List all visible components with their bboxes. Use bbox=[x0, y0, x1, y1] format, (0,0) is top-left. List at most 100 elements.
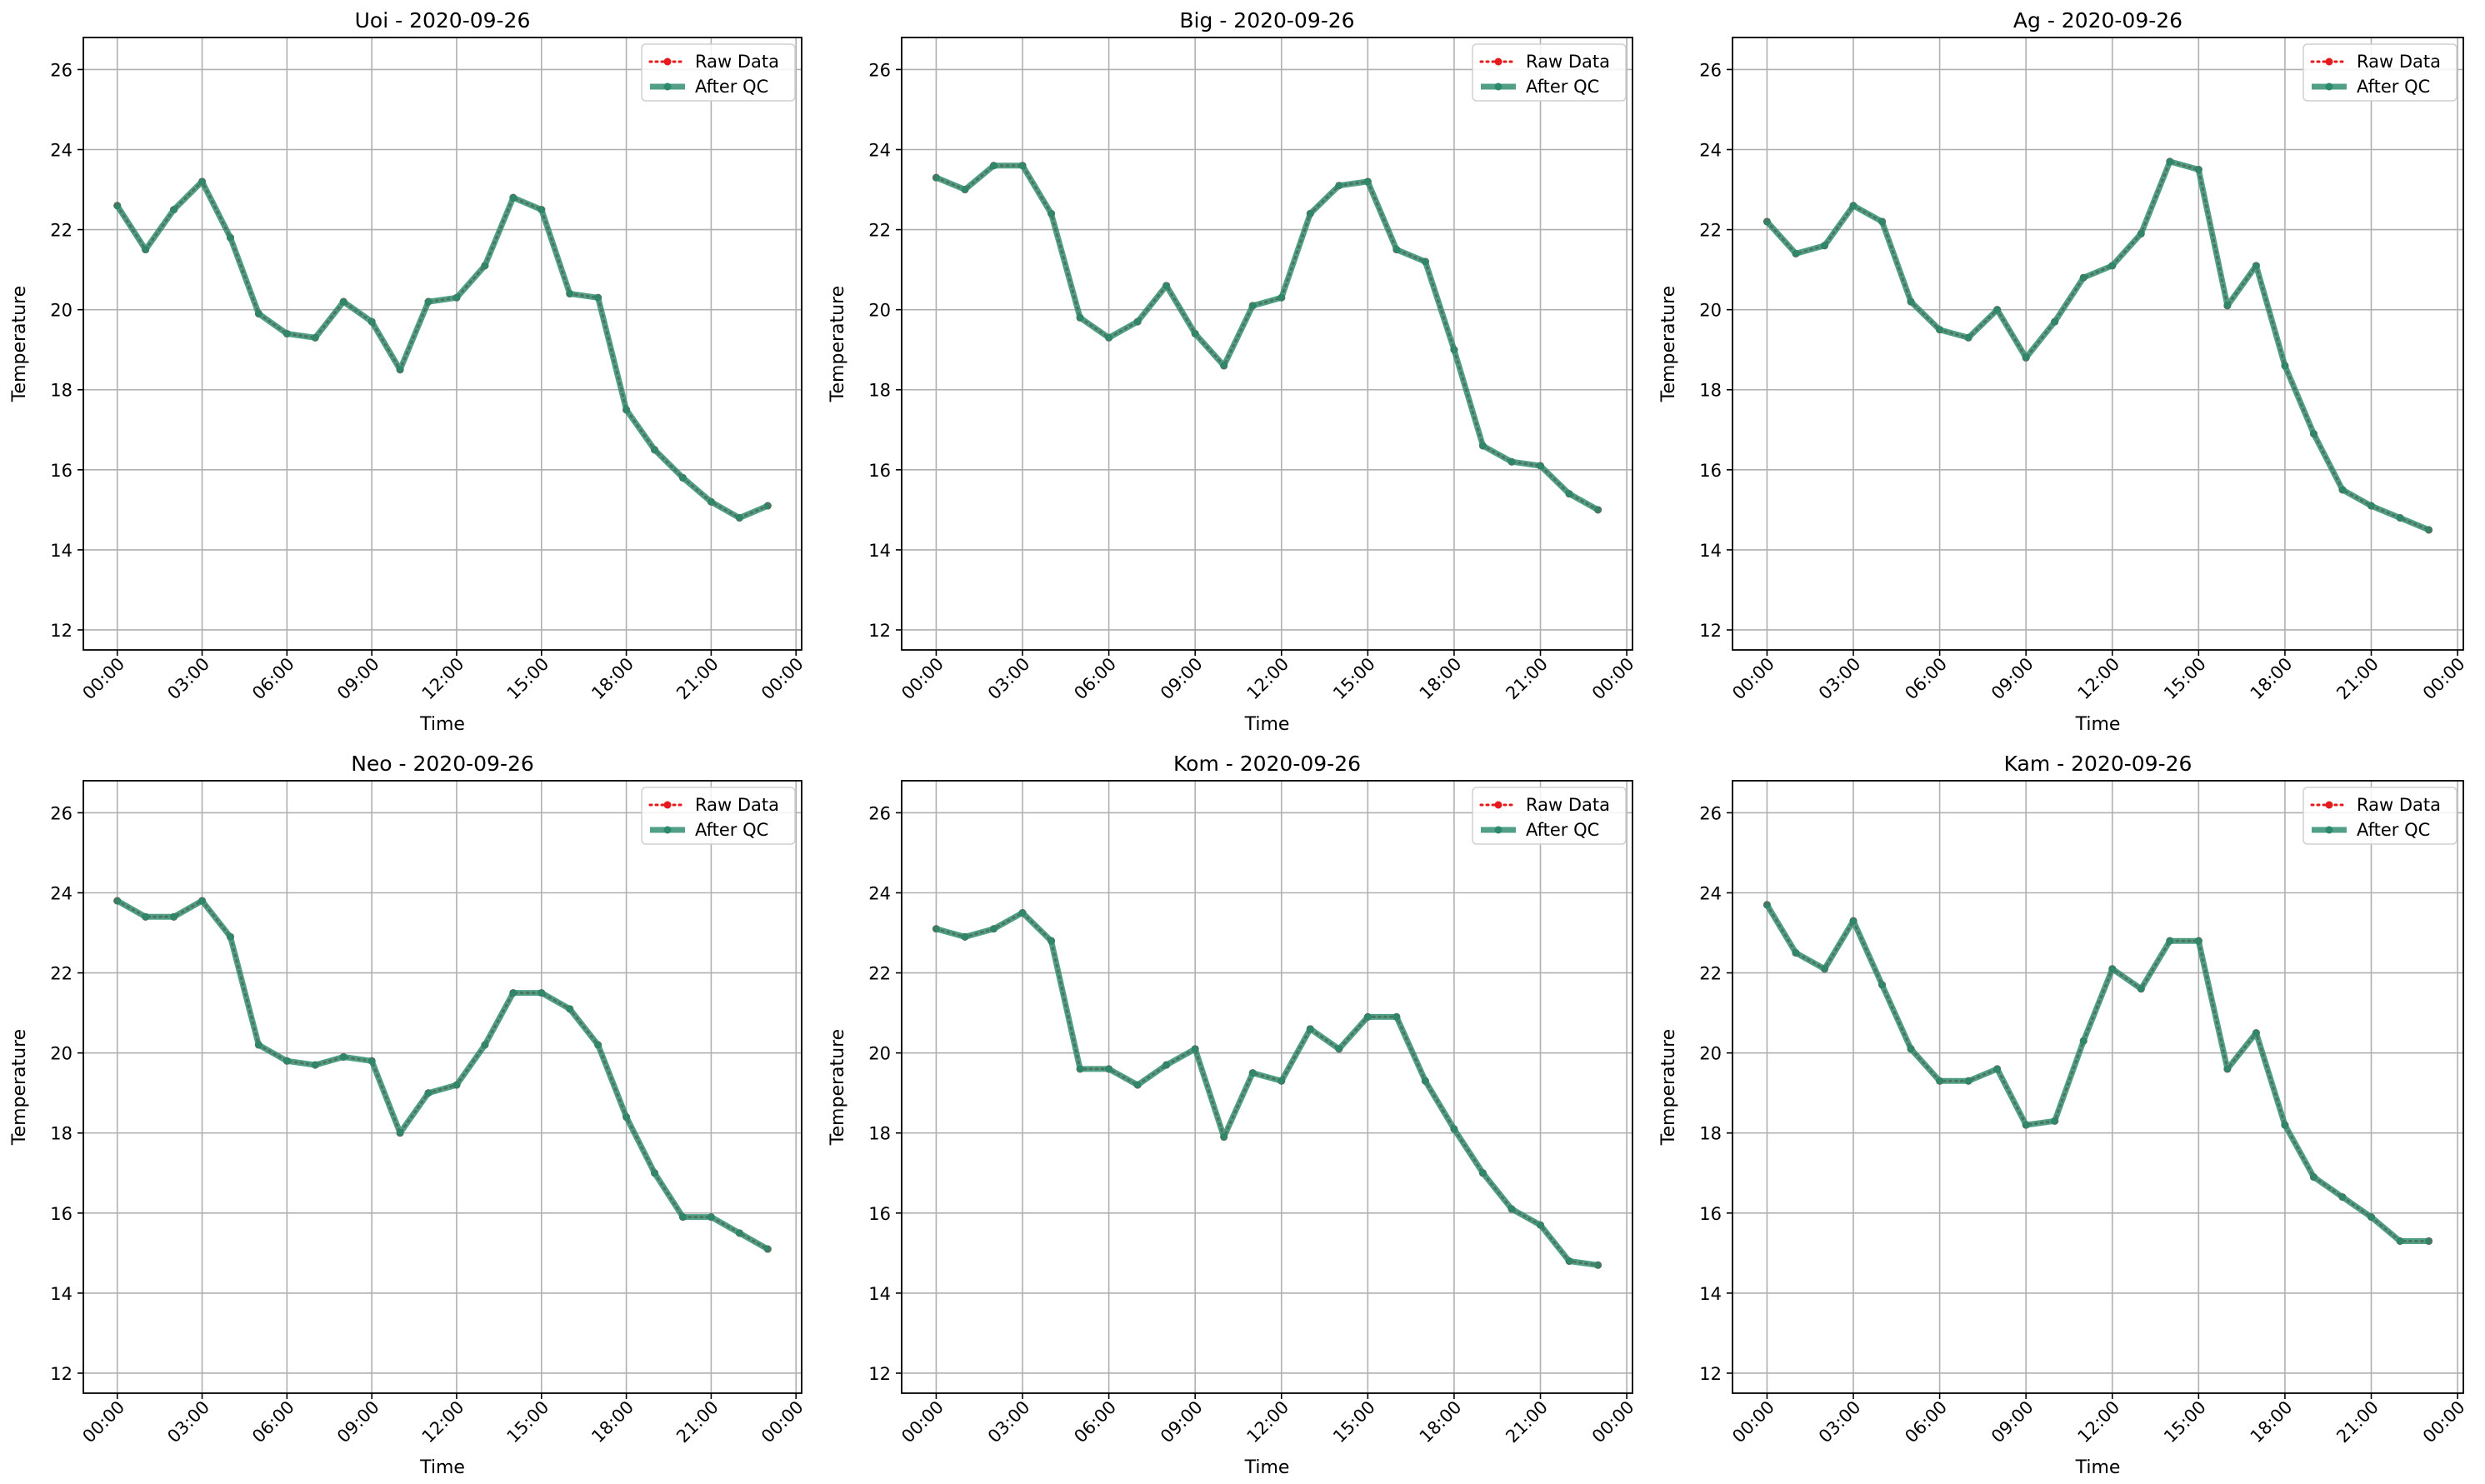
data-point-qc bbox=[142, 912, 150, 921]
data-point-qc bbox=[1018, 162, 1027, 170]
data-point-qc bbox=[2425, 1237, 2433, 1245]
y-tick-label: 26 bbox=[50, 803, 72, 823]
y-tick-label: 22 bbox=[868, 964, 891, 984]
data-point-qc bbox=[2079, 273, 2088, 282]
data-point-qc bbox=[707, 1213, 715, 1222]
y-tick-label: 22 bbox=[1699, 964, 1722, 984]
y-tick-label: 20 bbox=[868, 1044, 891, 1064]
y-tick-label: 20 bbox=[50, 1044, 72, 1064]
data-point-qc bbox=[2281, 362, 2289, 370]
data-point-qc bbox=[1594, 506, 1602, 514]
legend-marker-raw bbox=[1494, 57, 1502, 66]
y-tick-label: 14 bbox=[868, 541, 891, 561]
y-tick-label: 12 bbox=[1699, 1364, 1722, 1384]
data-point-qc bbox=[989, 162, 998, 170]
y-tick-label: 16 bbox=[868, 461, 891, 481]
legend: Raw Data After QC bbox=[1472, 787, 1627, 845]
y-tick-label: 24 bbox=[1699, 141, 1722, 161]
data-point-qc bbox=[961, 186, 969, 194]
legend-label-raw: Raw Data bbox=[1526, 795, 1610, 815]
series-line-qc bbox=[114, 178, 769, 521]
data-point-qc bbox=[1878, 981, 1887, 989]
x-axis-label: Time bbox=[1244, 714, 1290, 735]
data-point-qc bbox=[2166, 157, 2174, 166]
data-point-qc bbox=[2022, 1121, 2030, 1129]
data-point-qc bbox=[2051, 1117, 2059, 1125]
legend-label-raw: Raw Data bbox=[695, 52, 779, 72]
data-point-qc bbox=[113, 202, 122, 210]
data-point-qc bbox=[1964, 1077, 1972, 1085]
data-point-qc bbox=[594, 293, 602, 302]
data-point-qc bbox=[170, 206, 178, 214]
data-point-qc bbox=[1335, 182, 1343, 190]
data-point-qc bbox=[1392, 1012, 1401, 1021]
data-point-qc bbox=[1907, 297, 1915, 306]
data-point-qc bbox=[170, 912, 178, 921]
data-point-qc bbox=[254, 309, 262, 317]
y-tick-label: 18 bbox=[1699, 381, 1722, 401]
data-point-qc bbox=[2137, 985, 2145, 993]
subplot-title: Uoi - 2020-09-26 bbox=[355, 8, 531, 32]
y-tick-label: 22 bbox=[50, 964, 72, 984]
y-tick-label: 18 bbox=[50, 1124, 72, 1144]
data-point-qc bbox=[1508, 457, 1516, 466]
legend-marker-raw bbox=[663, 57, 672, 66]
y-tick-label: 24 bbox=[50, 884, 72, 904]
data-point-qc bbox=[452, 293, 461, 302]
data-point-qc bbox=[1993, 306, 2002, 314]
subplot-title: Ag - 2020-09-26 bbox=[2013, 8, 2182, 32]
data-point-qc bbox=[1849, 202, 1858, 210]
data-point-qc bbox=[961, 932, 969, 941]
data-point-qc bbox=[509, 193, 518, 202]
data-point-qc bbox=[2396, 513, 2404, 522]
data-point-qc bbox=[1278, 293, 1286, 302]
data-point-qc bbox=[2079, 1037, 2088, 1045]
data-point-qc bbox=[2137, 229, 2145, 237]
data-point-qc bbox=[678, 1213, 687, 1222]
data-point-qc bbox=[1450, 1125, 1458, 1133]
legend-label-raw: Raw Data bbox=[1526, 52, 1610, 72]
y-tick-label: 18 bbox=[868, 1124, 891, 1144]
x-axis-label: Time bbox=[419, 714, 465, 735]
data-point-qc bbox=[1450, 346, 1458, 354]
legend-label-qc: After QC bbox=[695, 820, 768, 840]
data-point-qc bbox=[198, 897, 207, 905]
data-point-qc bbox=[1964, 333, 1972, 342]
y-tick-label: 12 bbox=[50, 1364, 72, 1384]
series-line-qc bbox=[1764, 903, 2429, 1244]
data-point-qc bbox=[1076, 313, 1084, 322]
data-point-qc bbox=[1248, 302, 1257, 310]
y-tick-label: 24 bbox=[1699, 884, 1722, 904]
legend-marker-qc bbox=[2325, 82, 2333, 91]
legend: Raw Data After QC bbox=[2302, 43, 2458, 102]
y-tick-label: 14 bbox=[50, 1284, 72, 1304]
y-tick-label: 12 bbox=[868, 621, 891, 641]
legend-label-raw: Raw Data bbox=[2357, 52, 2441, 72]
data-point-qc bbox=[566, 1005, 574, 1013]
data-point-qc bbox=[2108, 965, 2117, 973]
legend-label-qc: After QC bbox=[1526, 820, 1599, 840]
data-point-qc bbox=[1565, 1257, 1573, 1265]
y-tick-label: 14 bbox=[1699, 1284, 1722, 1304]
data-point-qc bbox=[282, 329, 291, 337]
series-line-qc bbox=[1764, 158, 2430, 533]
y-tick-label: 26 bbox=[1699, 803, 1722, 823]
data-point-qc bbox=[1537, 462, 1545, 470]
data-point-qc bbox=[566, 289, 574, 297]
y-tick-label: 14 bbox=[1699, 541, 1722, 561]
data-point-qc bbox=[1820, 965, 1828, 973]
data-point-qc bbox=[2051, 317, 2059, 326]
data-point-qc bbox=[2309, 1173, 2318, 1182]
data-point-qc bbox=[651, 446, 659, 454]
y-axis-label: Temperature bbox=[9, 1029, 30, 1146]
subplot-title: Big - 2020-09-26 bbox=[1179, 8, 1354, 32]
data-point-qc bbox=[932, 173, 940, 182]
data-point-qc bbox=[1162, 282, 1171, 290]
subplot-title: Neo - 2020-09-26 bbox=[351, 752, 534, 776]
data-point-qc bbox=[481, 262, 489, 270]
y-tick-label: 20 bbox=[1699, 301, 1722, 321]
y-tick-label: 16 bbox=[50, 461, 72, 481]
data-point-qc bbox=[282, 1057, 291, 1065]
data-point-qc bbox=[1478, 1169, 1487, 1177]
